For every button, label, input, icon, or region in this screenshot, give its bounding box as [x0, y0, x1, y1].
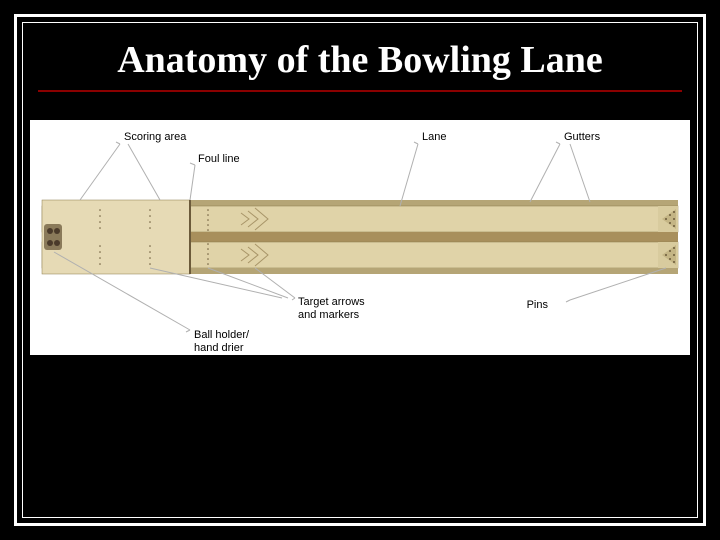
label-ballholder-line1: Ball holder/ — [194, 329, 250, 341]
page-title: Anatomy of the Bowling Lane — [0, 38, 720, 82]
callout-lines-top — [80, 144, 590, 206]
label-pins: Pins — [527, 299, 549, 311]
label-ballholder-line2: hand drier — [194, 342, 244, 354]
label-target-line2: and markers — [298, 309, 360, 321]
label-target-line1: Target arrows — [298, 296, 365, 308]
gutter-bottom — [190, 268, 678, 274]
bowling-diagram: Scoring area Foul line Lane Gutters Targ… — [30, 120, 690, 355]
title-underline — [38, 90, 682, 92]
pin-deck-1 — [658, 206, 678, 232]
pin-deck-2 — [658, 242, 678, 268]
ball-holder — [44, 224, 62, 250]
label-lane: Lane — [422, 131, 446, 143]
label-foul-line: Foul line — [198, 153, 240, 165]
center-gutter — [190, 232, 678, 242]
label-gutters: Gutters — [564, 131, 601, 143]
diagram-svg: Scoring area Foul line Lane Gutters Targ… — [30, 120, 690, 355]
approach-area — [42, 200, 190, 274]
label-scoring-area: Scoring area — [124, 131, 187, 143]
gutter-top — [190, 200, 678, 206]
